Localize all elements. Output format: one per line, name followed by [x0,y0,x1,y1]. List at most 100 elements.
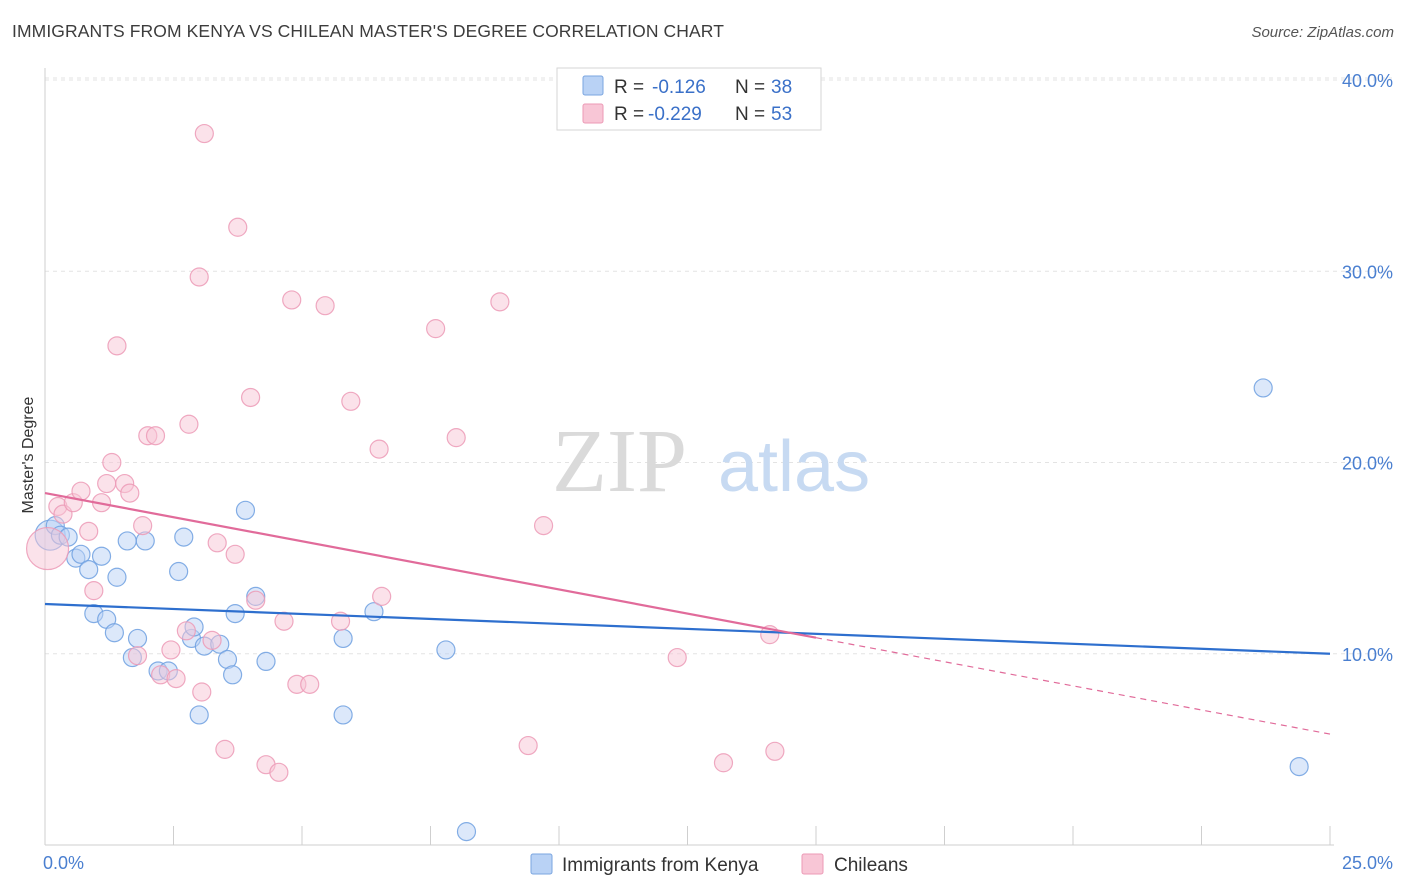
bottom-legend-label-chileans: Chileans [834,855,908,876]
watermark-atlas: atlas [718,427,870,507]
series-layer [25,123,1309,842]
trend-line-kenya [44,602,1331,655]
x-tick-label: 0.0% [43,853,84,873]
correlation-legend: R = -0.126 N = 38 R = -0.229 N = 53 [556,67,822,131]
data-point [235,500,256,520]
data-point [104,623,124,643]
data-point [225,544,245,564]
legend-r-label-kenya: R = [614,77,644,98]
data-point [456,822,477,842]
legend-n-value-kenya: 38 [771,77,792,98]
data-point [189,705,209,725]
legend-swatch-kenya [582,75,604,96]
legend-swatch-chileans [582,103,604,124]
data-point [107,336,127,356]
data-point [71,481,91,501]
data-point [518,735,538,756]
data-point [426,319,446,339]
axes [44,68,1334,846]
series-chileans [25,123,785,782]
grid-lines [45,77,1392,655]
data-point [25,526,70,571]
y-tick-labels: 10.0% 20.0% 30.0% 40.0% [1342,71,1393,665]
data-point [256,651,276,672]
data-point [120,483,140,503]
y-tick-label: 30.0% [1342,262,1393,282]
y-tick-label: 40.0% [1342,71,1393,91]
data-point [127,628,148,649]
data-point [241,387,261,408]
y-tick-label: 20.0% [1342,454,1393,474]
legend-n-value-chileans: 53 [771,104,792,125]
watermark-zip: ZIP [552,412,687,511]
data-point [117,531,137,551]
data-point [330,611,351,631]
data-point [102,452,122,473]
data-point [372,586,392,606]
legend-r-label-chileans: R = [614,104,644,125]
y-tick-label: 10.0% [1342,645,1393,665]
trend-line-chileans-extrapolated [815,637,1331,735]
legend-n-label-chileans: N = [735,104,765,125]
data-point [194,123,214,144]
data-point [533,516,554,536]
data-point [436,640,456,660]
data-point [246,590,266,610]
y-axis-label: Master's Degree [20,396,37,513]
data-point [145,426,166,446]
legend-r-value-chileans: -0.229 [648,104,702,125]
bottom-legend-label-kenya: Immigrants from Kenya [562,855,759,876]
data-point [71,544,91,564]
data-point [223,665,243,685]
data-point [369,439,389,459]
trend-line-chileans [44,492,817,639]
data-point [282,290,302,310]
x-tick-labels: 0.0% 25.0% [43,853,1393,873]
legend-n-label-kenya: N = [735,77,765,98]
data-point [446,428,466,448]
data-point [765,741,785,761]
source-label: Source: ZipAtlas.com [1251,24,1394,41]
data-point [228,217,248,237]
x-ticks [44,826,1331,845]
data-point [84,581,104,601]
data-point [269,762,289,782]
data-point [79,559,99,580]
series-legend: Immigrants from Kenya Chileans [530,853,908,876]
data-point [179,414,199,434]
data-point [341,391,361,411]
data-point [107,567,127,587]
data-point [176,621,196,641]
data-point [174,527,194,547]
data-point [133,516,153,536]
data-point [274,611,294,631]
data-point [713,753,734,773]
bottom-legend-swatch-kenya [530,853,553,875]
legend-r-value-kenya: -0.126 [652,77,706,98]
data-point [161,640,181,660]
data-point [169,561,189,582]
data-point [300,674,320,694]
data-point [91,546,112,566]
bottom-legend-swatch-chileans [801,853,824,875]
data-point [225,603,245,624]
data-point [189,267,209,287]
data-point [207,533,227,553]
chart-title: IMMIGRANTS FROM KENYA VS CHILEAN MASTER'… [12,21,724,41]
data-point [315,296,335,316]
x-tick-label: 25.0% [1342,853,1393,873]
data-point [333,628,353,649]
data-point [1253,378,1273,398]
data-point [127,646,148,666]
data-point [215,739,235,759]
data-point [490,292,510,312]
data-point [333,705,353,725]
data-point [79,521,99,541]
data-point [97,473,117,494]
data-point [192,682,212,702]
data-point [202,630,222,650]
data-point [667,647,687,668]
data-point [166,669,186,689]
data-point [1289,756,1309,777]
